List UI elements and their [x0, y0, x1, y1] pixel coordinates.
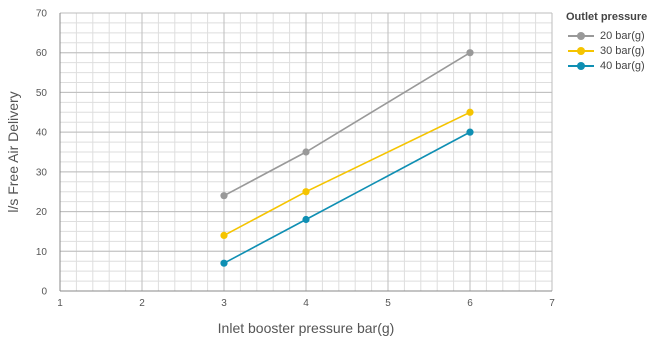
y-tick-label: 70: [36, 9, 48, 20]
axes: [59, 13, 552, 292]
legend-swatch-marker: [577, 61, 585, 70]
legend-swatch-marker: [577, 46, 585, 55]
legend-item: 20 bar(g): [566, 28, 647, 43]
x-tick-label: 6: [467, 298, 473, 309]
y-tick-label: 10: [36, 247, 48, 258]
x-tick-label: 5: [385, 298, 391, 309]
y-tick-label: 20: [36, 207, 48, 218]
x-axis-label: Inlet booster pressure bar(g): [218, 320, 395, 336]
series-group: [220, 49, 474, 267]
y-tick-label: 40: [36, 128, 48, 139]
data-point: [302, 215, 310, 224]
legend-swatch: [568, 61, 594, 71]
data-point: [466, 49, 474, 57]
legend-swatch: [568, 31, 594, 41]
data-point: [220, 259, 228, 267]
y-tick-label: 60: [36, 48, 48, 59]
x-tick-label: 3: [221, 298, 227, 309]
data-point: [302, 188, 310, 196]
data-point: [302, 148, 310, 156]
x-tick-label: 1: [57, 298, 63, 309]
y-tick-label: 0: [41, 287, 47, 298]
series-line-0: [223, 52, 471, 197]
y-tick-label: 30: [36, 167, 48, 178]
legend: Outlet pressure 20 bar(g) 30 bar(g) 40 bar…: [566, 11, 647, 73]
legend-label: 30 bar(g): [600, 44, 645, 57]
y-tick-label: 50: [36, 88, 48, 99]
legend-item: 40 bar(g): [566, 58, 647, 73]
legend-swatch: [568, 46, 594, 56]
legend-title: Outlet pressure: [566, 11, 648, 23]
legend-items: 20 bar(g) 30 bar(g) 40 bar(g): [566, 28, 647, 73]
data-point: [220, 192, 228, 200]
y-axis-label: l/s Free Air Delivery: [5, 91, 21, 212]
data-point: [220, 231, 228, 239]
data-point: [466, 128, 474, 136]
series-line-1: [223, 111, 471, 237]
data-point: [466, 108, 474, 116]
x-tick-label: 2: [139, 298, 145, 309]
legend-label: 40 bar(g): [600, 59, 645, 72]
legend-item: 30 bar(g): [566, 43, 647, 58]
x-tick-label: 7: [549, 298, 555, 309]
x-tick-label: 4: [303, 298, 309, 309]
legend-label: 20 bar(g): [600, 29, 645, 42]
legend-swatch-marker: [577, 31, 585, 40]
